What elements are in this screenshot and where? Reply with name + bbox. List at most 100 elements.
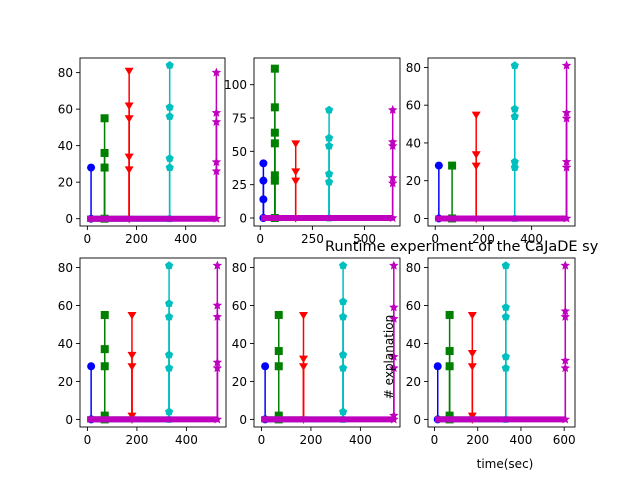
data-point (165, 61, 174, 69)
data-point (291, 140, 301, 148)
data-point (325, 169, 334, 178)
data-point (387, 137, 398, 147)
data-point (165, 350, 174, 359)
y-tick-label: 60 (232, 299, 247, 313)
data-point (100, 148, 109, 157)
data-point (165, 363, 174, 372)
data-point (501, 261, 510, 270)
plot-content (261, 260, 399, 424)
data-point (389, 363, 399, 373)
x-tick-label: 400 (175, 433, 198, 447)
y-tick-label: 50 (232, 145, 247, 159)
data-point (510, 157, 519, 166)
plot-content (433, 260, 571, 424)
x-tick-label: 400 (349, 433, 372, 447)
y-tick-label: 0 (65, 413, 73, 427)
x-axis-label: time(sec) (477, 457, 534, 471)
y-tick-label: 20 (406, 174, 421, 188)
data-point (298, 363, 308, 371)
data-point (124, 166, 134, 174)
data-point (325, 177, 334, 186)
data-point (87, 163, 96, 172)
data-point (212, 311, 223, 321)
data-point (298, 355, 308, 364)
data-point (387, 141, 398, 151)
axes-frame (427, 257, 576, 428)
series-5 (435, 60, 572, 223)
x-tick-label: 200 (472, 232, 495, 246)
data-point (291, 168, 301, 176)
data-point (291, 177, 301, 186)
data-point (467, 412, 477, 421)
data-point (339, 363, 348, 372)
subplot-4: 0 200 400 0 20 40 60 80 (58, 257, 227, 447)
data-point (211, 116, 222, 126)
data-point (560, 260, 571, 270)
data-point (274, 362, 283, 371)
data-point (389, 351, 399, 361)
plot-content (87, 260, 223, 424)
data-point (560, 306, 571, 316)
series-5 (261, 260, 399, 424)
data-point (560, 363, 571, 373)
y-tick-label: 40 (58, 337, 73, 351)
data-point (165, 299, 174, 308)
axes-frame (427, 57, 576, 227)
data-point (270, 171, 279, 180)
data-point (501, 363, 510, 372)
data-point (501, 312, 510, 321)
axes-frame (253, 57, 401, 227)
subplot-2: 0 250 500 0 25 50 75 100 (224, 57, 401, 246)
data-point (127, 363, 137, 371)
data-point (87, 362, 96, 371)
data-point (471, 111, 481, 120)
series-5 (87, 260, 223, 424)
series-5 (435, 260, 571, 424)
data-point (274, 347, 283, 356)
data-point (445, 347, 454, 356)
subplot-6: 0 200 400 600 0 20 40 60 80 (406, 257, 576, 447)
data-point (212, 363, 223, 373)
y-tick-label: 80 (406, 261, 421, 275)
y-tick-label: 80 (406, 61, 421, 75)
data-point (127, 311, 137, 320)
data-point (212, 414, 223, 424)
data-point (339, 350, 348, 359)
data-point (560, 355, 571, 365)
y-tick-label: 40 (58, 139, 73, 153)
plot-content (87, 61, 222, 224)
y-tick-label: 20 (232, 375, 247, 389)
data-point (270, 128, 279, 137)
data-point (560, 311, 571, 321)
y-tick-label: 80 (58, 261, 73, 275)
x-tick-label: 400 (520, 232, 543, 246)
data-point (339, 297, 348, 306)
x-tick-label: 200 (466, 433, 489, 447)
data-point (325, 133, 334, 142)
data-point (448, 161, 457, 170)
data-point (387, 213, 398, 223)
y-tick-label: 20 (58, 375, 73, 389)
data-point (298, 311, 308, 320)
data-point (510, 104, 519, 113)
x-tick-label: 200 (125, 433, 148, 447)
data-point (100, 310, 109, 319)
data-point (561, 213, 572, 223)
x-tick-label: 400 (510, 433, 533, 447)
data-point (467, 363, 477, 371)
data-point (561, 113, 572, 123)
y-tick-label: 40 (406, 337, 421, 351)
data-point (270, 103, 279, 112)
x-tick-label: 0 (431, 433, 439, 447)
data-point (270, 139, 279, 148)
x-tick-label: 200 (299, 433, 322, 447)
y-tick-label: 0 (239, 212, 247, 226)
x-tick-label: 250 (301, 232, 324, 246)
data-point (471, 162, 481, 171)
data-point (339, 261, 348, 270)
data-point (445, 310, 454, 319)
x-tick-label: 600 (553, 433, 576, 447)
data-point (561, 162, 572, 172)
